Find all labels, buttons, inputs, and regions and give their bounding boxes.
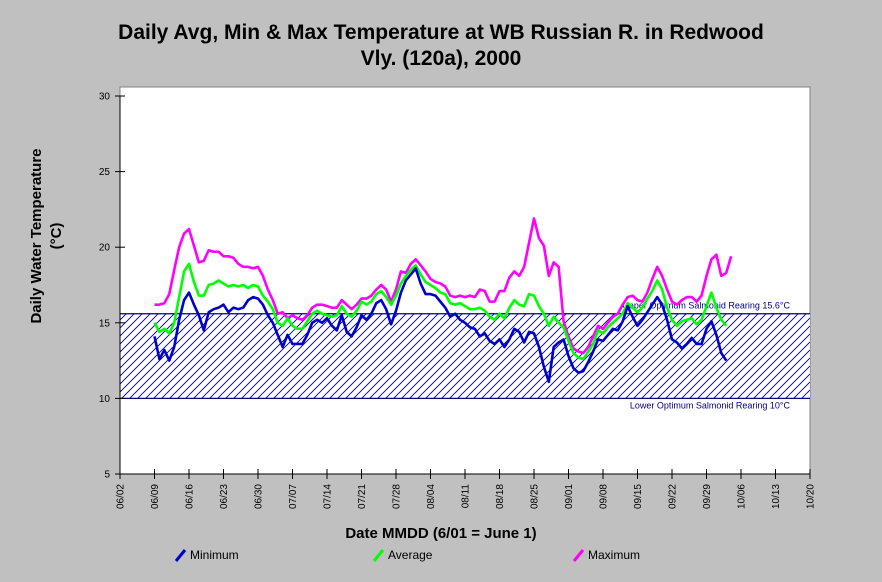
- x-tick-label: 10/06: [737, 484, 748, 509]
- x-tick-label: 06/09: [150, 484, 161, 509]
- series-line-minimum: [153, 267, 728, 384]
- y-tick-label: 20: [99, 243, 111, 254]
- x-tick-label: 10/20: [806, 484, 817, 509]
- optimum-rearing-band: [120, 313, 810, 399]
- x-tick-label: 08/18: [495, 484, 506, 509]
- chart-title-line-1: Daily Avg, Min & Max Temperature at WB R…: [118, 21, 764, 44]
- x-tick-label: 09/08: [599, 484, 610, 509]
- x-tick-label: 10/13: [771, 484, 782, 509]
- legend-swatch-average: [372, 549, 385, 562]
- x-tick-label: 09/15: [633, 484, 644, 509]
- legend: Minimum Average Maximum: [174, 548, 640, 562]
- y-tick-label: 5: [104, 470, 110, 481]
- legend-swatch-maximum: [572, 549, 585, 562]
- series-line-maximum: [154, 217, 733, 355]
- chart-title-line-2: Vly. (120a), 2000: [360, 47, 522, 70]
- x-tick-label: 06/23: [219, 484, 230, 509]
- x-tick-label: 07/07: [288, 484, 299, 509]
- lower-optimum-label: Lower Optimum Salmonid Rearing 10°C: [630, 400, 791, 410]
- x-tick-label: 08/04: [426, 484, 437, 509]
- y-tick-label: 10: [99, 394, 111, 405]
- axes: 5 10 15 20 25 30 06/02 06/09 06/16 06/23 06/30 07/0…: [99, 92, 817, 510]
- y-tick-label: 25: [99, 167, 111, 178]
- chart-title: Daily Avg, Min & Max Temperature at WB R…: [0, 20, 882, 72]
- x-tick-label: 09/22: [668, 484, 679, 509]
- x-tick-label: 08/25: [530, 484, 541, 509]
- x-axis-label: Date MMDD (6/01 = June 1): [345, 525, 537, 542]
- x-tick-label: 06/02: [116, 484, 127, 509]
- plot-area: [119, 86, 811, 475]
- legend-label-average: Average: [388, 548, 433, 562]
- x-tick-label: 07/28: [392, 484, 403, 509]
- legend-label-minimum: Minimum: [190, 548, 239, 562]
- x-tick-label: 07/14: [323, 484, 334, 509]
- x-tick-label: 06/16: [185, 484, 196, 509]
- x-tick-label: 09/29: [702, 484, 713, 509]
- series-line-average: [153, 262, 728, 361]
- y-tick-label: 15: [99, 318, 111, 329]
- x-tick-label: 08/11: [461, 484, 472, 509]
- y-tick-label: 30: [99, 92, 111, 103]
- x-tick-label: 06/30: [254, 484, 265, 509]
- x-tick-label: 09/01: [564, 484, 575, 509]
- legend-swatch-minimum: [174, 549, 187, 562]
- series-lines: [153, 217, 733, 384]
- legend-label-maximum: Maximum: [588, 548, 640, 562]
- x-tick-label: 07/21: [357, 484, 368, 509]
